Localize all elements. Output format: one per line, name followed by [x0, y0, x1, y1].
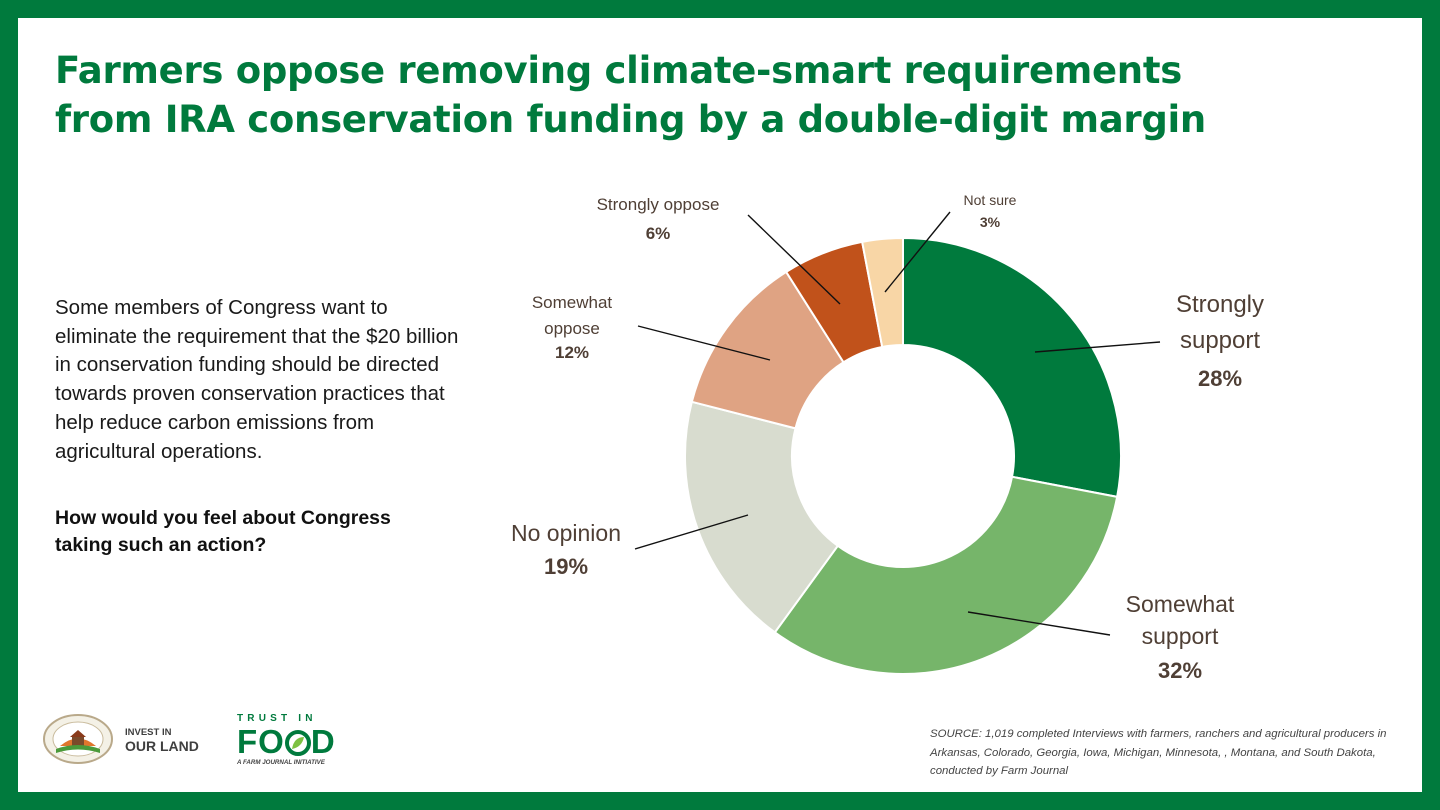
label-somewhat-oppose: Somewhat oppose [532, 293, 613, 338]
source-note: SOURCE: 1,019 completed Interviews with … [930, 728, 1387, 777]
leader-line-no-opinion [634, 514, 749, 550]
leader-line-somewhat-support [967, 611, 1111, 636]
leaf-o-icon [284, 730, 311, 756]
trust-logo-tagline: A FARM JOURNAL INITIATIVE [237, 759, 325, 766]
slice-somewhat-support [773, 475, 1119, 675]
trust-logo-d: D [310, 723, 336, 760]
label-strongly-oppose: Strongly oppose [597, 195, 720, 214]
trust-in-food-logo: TRUST IN FO D A FARM JOURNAL INITIATIVE [237, 713, 349, 767]
label-strongly-support: Strongly support [1176, 291, 1264, 354]
invest-in-our-land-logo: INVEST IN OUR LAND [125, 727, 199, 754]
slice-strongly-support [902, 236, 1122, 499]
title-line-1: Farmers oppose removing climate-smart re… [55, 49, 1182, 92]
value-no-opinion: 19% [544, 554, 588, 579]
label-not-sure: Not sure [964, 192, 1017, 208]
value-strongly-oppose: 6% [646, 224, 671, 243]
donut-slices [684, 236, 1122, 675]
value-strongly-support: 28% [1198, 366, 1242, 391]
value-somewhat-oppose: 12% [555, 343, 589, 362]
value-not-sure: 3% [980, 214, 1001, 230]
leader-line-strongly-support [1034, 341, 1161, 353]
invest-logo-line-1: INVEST IN [125, 727, 172, 738]
trust-logo-wordmark: FO D [237, 725, 349, 759]
label-no-opinion: No opinion [511, 520, 621, 546]
label-somewhat-support: Somewhat support [1126, 591, 1235, 649]
survey-question: How would you feel about Congress taking… [55, 505, 475, 559]
donut-chart: Strongly support 28% Somewhat support 32% No o… [511, 192, 1264, 683]
invest-logo-line-2: OUR LAND [125, 738, 199, 754]
seal-logo-icon [43, 714, 113, 764]
survey-question-line-2: taking such an action? [55, 534, 267, 556]
trust-logo-fo: FO [237, 723, 285, 760]
leader-line-not-sure [884, 211, 951, 293]
slide-title: Farmers oppose removing climate-smart re… [55, 46, 1385, 144]
leader-line-somewhat-oppose [637, 325, 771, 361]
trust-logo-line-1: TRUST IN [237, 713, 317, 724]
survey-question-line-1: How would you feel about Congress [55, 507, 391, 529]
survey-context-text: Some members of Congress want to elimina… [55, 296, 459, 463]
title-line-2: from IRA conservation funding by a doubl… [55, 98, 1206, 141]
leader-line-strongly-oppose [747, 214, 841, 305]
slice-not-sure [860, 236, 904, 349]
value-somewhat-support: 32% [1158, 658, 1202, 683]
slice-no-opinion [684, 400, 840, 634]
